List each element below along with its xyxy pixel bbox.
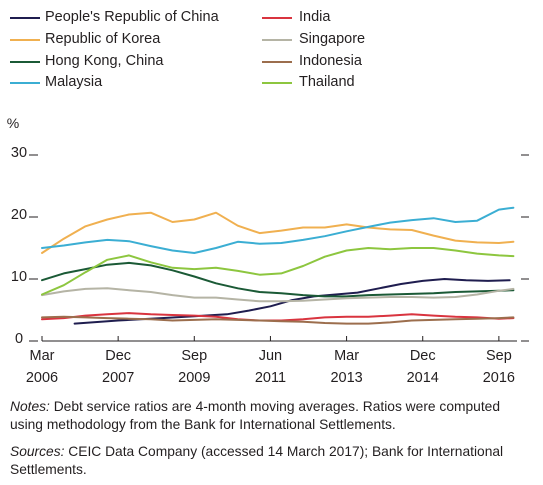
series-line: [41, 261, 515, 298]
legend-swatch: [10, 82, 40, 84]
series-line: [41, 315, 515, 325]
x-tick-month-label: Mar: [334, 348, 359, 364]
y-tick-label: 0: [15, 331, 23, 347]
legend-swatch: [10, 17, 40, 19]
legend-label: India: [299, 9, 331, 25]
legend-label: Malaysia: [45, 74, 103, 90]
x-tick-month-label: Mar: [30, 348, 55, 364]
legend-swatch: [10, 39, 40, 41]
legend-swatch: [262, 61, 292, 63]
sources-label: Sources:: [10, 444, 65, 459]
legend-label: Singapore: [299, 31, 366, 47]
x-tick-month-label: Sep: [181, 348, 207, 364]
legend-label: Indonesia: [299, 53, 362, 69]
chart-notes: Notes: Debt service ratios are 4-month m…: [10, 398, 535, 434]
x-tick-month-label: Dec: [105, 348, 131, 364]
x-tick-year-label: 2006: [26, 370, 58, 386]
legend-swatch: [262, 17, 292, 19]
series-line: [41, 211, 515, 254]
x-tick-year-label: 2011: [255, 370, 286, 386]
y-tick-label: 30: [11, 145, 27, 161]
x-tick-year-label: 2013: [330, 370, 362, 386]
x-tick-month-label: Sep: [486, 348, 512, 364]
sources-text: CEIC Data Company (accessed 14 March 201…: [10, 444, 504, 477]
legend-swatch: [10, 61, 40, 63]
x-tick-year-label: 2009: [178, 370, 210, 386]
x-tick-year-label: 2016: [483, 370, 515, 386]
line-chart: % 0 10 20 30 Mar 2006 Dec 2007 Sep 2009 Jun 2011 Mar 2…: [7, 115, 529, 386]
legend-label: People's Republic of China: [45, 9, 219, 25]
x-tick-year-label: 2014: [407, 370, 439, 386]
y-axis-unit-label: %: [7, 115, 19, 131]
legend-swatch: [262, 82, 292, 84]
x-tick-year-label: 2007: [102, 370, 134, 386]
y-tick-label: 20: [11, 207, 27, 223]
chart-sources: Sources: CEIC Data Company (accessed 14 …: [10, 443, 535, 479]
series-line: [41, 206, 515, 254]
y-tick-label: 10: [11, 269, 27, 285]
legend-label: Thailand: [299, 74, 355, 90]
chart-legend: People's Republic of China Republic of Ko…: [0, 0, 543, 100]
x-tick-month-label: Jun: [259, 348, 282, 364]
x-tick-month-label: Dec: [410, 348, 436, 364]
legend-label: Republic of Korea: [45, 31, 161, 47]
notes-text: Debt service ratios are 4-month moving a…: [10, 399, 501, 432]
notes-label: Notes:: [10, 399, 50, 414]
legend-label: Hong Kong, China: [45, 53, 164, 69]
series-line: [41, 287, 515, 303]
series-line: [41, 247, 515, 296]
legend-swatch: [262, 39, 292, 41]
